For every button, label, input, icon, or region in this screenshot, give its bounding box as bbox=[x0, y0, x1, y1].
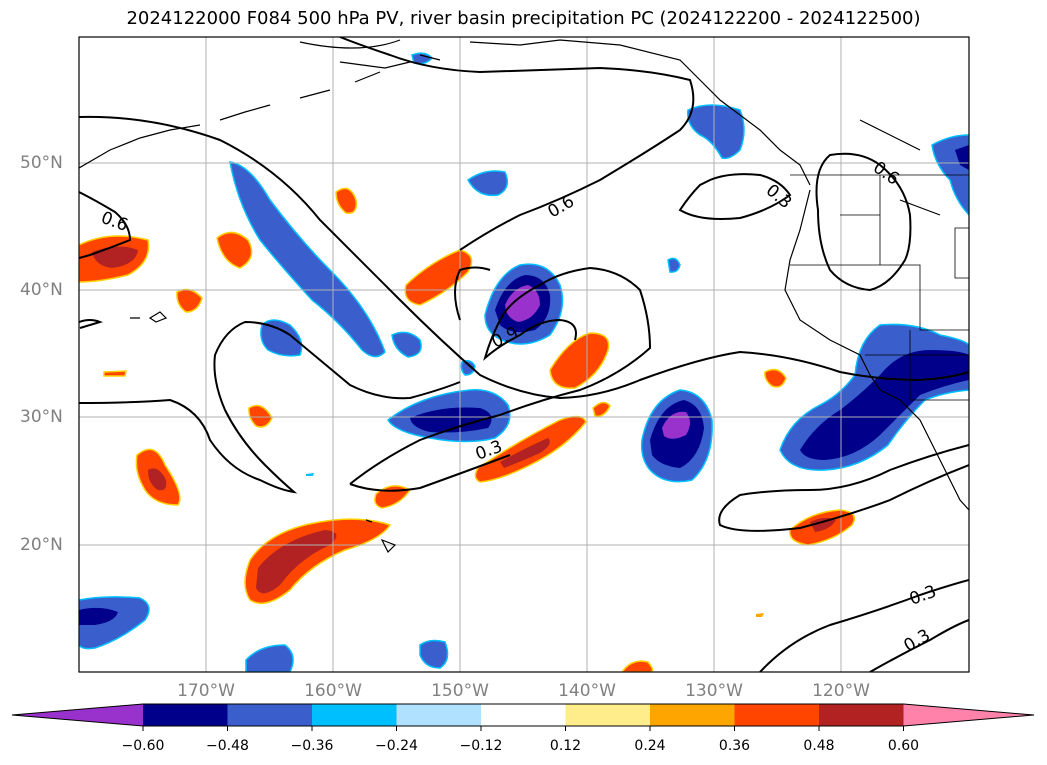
colorbar-tick-label: −0.60 bbox=[121, 738, 165, 754]
anomaly-blob-c3 bbox=[549, 332, 610, 389]
pv-contours bbox=[79, 37, 969, 672]
plot-content: 0.6 0.6 0.6 0.3 0.9 0.3 0.3 0.3 bbox=[79, 37, 969, 672]
anomaly-blob-n2 bbox=[260, 319, 303, 357]
contour-0p3-south bbox=[759, 579, 969, 672]
north-america-coast bbox=[784, 189, 969, 511]
colorbar-tick-label: 0.48 bbox=[803, 738, 835, 754]
colorbar-segment bbox=[734, 704, 820, 726]
contour-0p3-east bbox=[718, 444, 969, 532]
contour-0p3-coast bbox=[678, 173, 792, 220]
anomaly-blob-sw-corner bbox=[79, 596, 150, 650]
aleutian-islands bbox=[79, 71, 381, 169]
anomaly-blob-w2 bbox=[335, 187, 358, 214]
anomaly-blob-e3 bbox=[756, 613, 764, 617]
anomaly-blob-sw bbox=[135, 448, 181, 506]
anomaly-blob-w1 bbox=[216, 231, 253, 269]
lon-tick-label: 140°W bbox=[558, 681, 616, 701]
islands bbox=[130, 119, 941, 554]
map-title: 2024122000 F084 500 hPa PV, river basin … bbox=[126, 8, 921, 29]
lon-tick-label: 130°W bbox=[685, 681, 743, 701]
lat-tick-label: 20°N bbox=[20, 535, 63, 555]
anomaly-blob-c5 bbox=[460, 359, 476, 376]
state-borders bbox=[790, 175, 969, 401]
contour-0p6-north bbox=[339, 37, 695, 251]
colorbar-tick-label: −0.36 bbox=[290, 738, 334, 754]
political-borders bbox=[790, 174, 969, 401]
colorbar-tick-label: −0.24 bbox=[375, 738, 418, 754]
lon-tick-label: 160°W bbox=[304, 681, 362, 701]
lat-tick-label: 30°N bbox=[20, 407, 63, 427]
anomaly-blob-c2 bbox=[404, 249, 473, 306]
contour-0p6-northeast bbox=[815, 152, 912, 292]
colorbar-segment bbox=[481, 704, 566, 726]
anomaly-blob-w4 bbox=[103, 370, 127, 377]
colorbar-segment bbox=[819, 704, 904, 726]
contour-0p9-center bbox=[349, 266, 652, 485]
anomaly-blob-s3 bbox=[245, 644, 294, 672]
colorbar-segment bbox=[565, 704, 651, 726]
colorbar-tick-label: −0.12 bbox=[459, 738, 503, 754]
contour-0p6-west bbox=[79, 191, 132, 259]
contour-0p3-west bbox=[79, 320, 461, 494]
coastlines bbox=[79, 39, 969, 554]
anomaly-blob-e1 bbox=[764, 368, 787, 388]
colorbar-tick-label: −0.48 bbox=[206, 738, 249, 754]
colorbar-segment bbox=[650, 704, 735, 726]
contour-small-west bbox=[79, 319, 104, 329]
colorbar-tick-label: 0.12 bbox=[549, 738, 582, 754]
anomaly-blob-alaska-panhandle bbox=[687, 104, 745, 160]
colorbar-segment bbox=[312, 704, 397, 726]
lat-tick-label: 50°N bbox=[20, 153, 63, 173]
lon-tick-label: 170°W bbox=[177, 681, 235, 701]
anomaly-blob-dateline-north bbox=[79, 235, 150, 283]
lon-tick-label: 120°W bbox=[812, 681, 870, 701]
gridlines bbox=[79, 37, 969, 672]
colorbar-segment bbox=[396, 704, 482, 726]
anomaly-blob-s2 bbox=[419, 639, 449, 669]
anomaly-core-rockies bbox=[955, 145, 969, 170]
anomaly-blob-central-low bbox=[387, 389, 511, 443]
colorbar-tick-label: 0.60 bbox=[887, 738, 920, 754]
lat-tick-label: 40°N bbox=[20, 280, 63, 300]
colorbar-extend-max bbox=[903, 704, 1034, 726]
anomaly-blob-central bbox=[474, 415, 587, 483]
contour-0p6-main bbox=[79, 115, 969, 400]
colorbar-tick-label: 0.24 bbox=[634, 738, 666, 754]
colorbar-extend-min bbox=[12, 704, 143, 726]
colorbar bbox=[11, 703, 1035, 731]
anomaly-blob-n3 bbox=[391, 331, 422, 358]
positive-anomaly-fields bbox=[79, 187, 855, 672]
lon-tick-label: 150°W bbox=[431, 681, 489, 701]
contour-0p3-center bbox=[349, 454, 511, 492]
anomaly-blob-hawaii bbox=[244, 518, 392, 605]
colorbar-tick-label: 0.36 bbox=[718, 738, 751, 754]
anomaly-blob-e2 bbox=[789, 509, 855, 546]
anomaly-band-nw bbox=[229, 161, 386, 358]
map-frame bbox=[78, 36, 970, 673]
alaska-coast bbox=[299, 39, 811, 186]
anomaly-blob-n1 bbox=[467, 170, 509, 197]
anomaly-blob-c6 bbox=[667, 257, 681, 273]
anomaly-band-west-coast bbox=[779, 323, 969, 471]
anomaly-blob-s4 bbox=[306, 473, 314, 476]
colorbar-segment bbox=[227, 704, 313, 726]
anomaly-blob-c4 bbox=[592, 401, 611, 418]
colorbar-segment bbox=[143, 704, 228, 726]
